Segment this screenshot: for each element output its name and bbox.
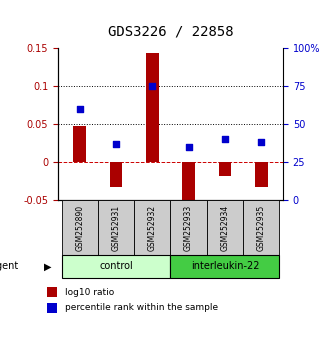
Bar <box>47 303 57 313</box>
Text: GSM252935: GSM252935 <box>257 204 266 251</box>
Bar <box>134 200 170 255</box>
Bar <box>62 200 98 255</box>
Bar <box>98 200 134 255</box>
Text: GSM252932: GSM252932 <box>148 204 157 251</box>
Point <box>77 106 82 112</box>
Text: GSM252931: GSM252931 <box>112 204 120 251</box>
Bar <box>182 162 195 211</box>
Point <box>259 139 264 145</box>
Text: GSM252933: GSM252933 <box>184 204 193 251</box>
Bar <box>146 53 159 162</box>
Text: agent: agent <box>0 261 18 272</box>
Point <box>150 83 155 88</box>
Bar <box>73 126 86 162</box>
Bar <box>207 200 243 255</box>
Bar <box>170 200 207 255</box>
Point <box>186 144 191 149</box>
Text: interleukin-22: interleukin-22 <box>191 261 259 272</box>
Bar <box>218 162 231 176</box>
Bar <box>170 255 279 278</box>
Text: control: control <box>99 261 133 272</box>
Point <box>222 136 228 142</box>
Text: GDS3226 / 22858: GDS3226 / 22858 <box>108 25 233 39</box>
Point <box>113 141 118 147</box>
Bar <box>62 255 170 278</box>
Bar <box>110 162 122 187</box>
Text: log10 ratio: log10 ratio <box>65 287 114 297</box>
Text: GSM252934: GSM252934 <box>220 204 229 251</box>
Bar <box>47 287 57 297</box>
Bar <box>243 200 279 255</box>
Text: GSM252890: GSM252890 <box>75 204 84 251</box>
Bar <box>255 162 267 187</box>
Text: percentile rank within the sample: percentile rank within the sample <box>65 303 218 313</box>
Text: ▶: ▶ <box>44 261 52 272</box>
